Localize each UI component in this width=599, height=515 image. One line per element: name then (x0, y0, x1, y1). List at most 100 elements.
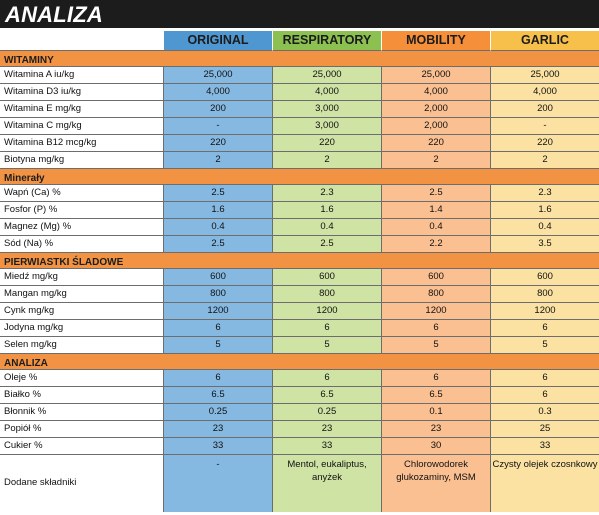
title-bar (0, 0, 599, 28)
table-cell: 800 (164, 286, 273, 303)
table-cell: 800 (273, 286, 382, 303)
table-cell: 600 (273, 269, 382, 286)
table-cell: 2.5 (164, 185, 273, 202)
table-cell: 6.5 (273, 387, 382, 404)
table-cell: 33 (164, 438, 273, 455)
section-header: PIERWIASTKI ŚLADOWE (0, 253, 599, 269)
table-cell: 25 (491, 421, 599, 438)
row-label: Cynk mg/kg (0, 303, 164, 320)
table-cell: 1.6 (491, 202, 599, 219)
row-label: Jodyna mg/kg (0, 320, 164, 337)
table-cell: 5 (273, 337, 382, 354)
table-cell: 2.2 (382, 236, 491, 253)
row-label: Dodane składniki (0, 455, 164, 512)
table-cell: 4,000 (382, 84, 491, 101)
table-cell: 6 (382, 320, 491, 337)
table-cell: 4,000 (491, 84, 599, 101)
row-label: Biotyna mg/kg (0, 152, 164, 169)
table-cell: 25,000 (164, 67, 273, 84)
section-header: ANALIZA (0, 354, 599, 370)
row-label: Błonnik % (0, 404, 164, 421)
table-cell: 3,000 (273, 101, 382, 118)
row-label: Cukier % (0, 438, 164, 455)
table-cell: 33 (273, 438, 382, 455)
table-cell: 0.4 (164, 219, 273, 236)
column-header-garlic: GARLIC (491, 31, 599, 51)
table-cell: 2.3 (491, 185, 599, 202)
row-label: Witamina A iu/kg (0, 67, 164, 84)
table-cell: 2.3 (273, 185, 382, 202)
table-cell: 4,000 (164, 84, 273, 101)
table-cell: Czysty olejek czosnkowy (491, 455, 599, 512)
row-label: Witamina B12 mcg/kg (0, 135, 164, 152)
table-cell: 6.5 (164, 387, 273, 404)
table-cell: 30 (382, 438, 491, 455)
table-cell: 5 (491, 337, 599, 354)
table-cell: 220 (382, 135, 491, 152)
table-cell: 0.4 (382, 219, 491, 236)
table-cell: 3.5 (491, 236, 599, 253)
table-cell: 220 (491, 135, 599, 152)
table-cell: 0.4 (273, 219, 382, 236)
table-cell: 3,000 (273, 118, 382, 135)
page-title: ANALIZA (5, 2, 103, 27)
table-cell: 2 (491, 152, 599, 169)
table-cell: Chlorowodorek glukozaminy, MSM (382, 455, 491, 512)
table-cell: 2,000 (382, 101, 491, 118)
table-cell: 5 (164, 337, 273, 354)
table-cell: 0.3 (491, 404, 599, 421)
column-header-original: ORIGINAL (164, 31, 273, 51)
table-cell: 6 (273, 320, 382, 337)
section-header: WITAMINY (0, 51, 599, 67)
row-label: Sód (Na) % (0, 236, 164, 253)
table-cell: 23 (164, 421, 273, 438)
row-label: Witamina C mg/kg (0, 118, 164, 135)
table-cell: 800 (382, 286, 491, 303)
row-label: Fosfor (P) % (0, 202, 164, 219)
row-label: Popiół % (0, 421, 164, 438)
row-label: Wapń (Ca) % (0, 185, 164, 202)
table-cell: 0.1 (382, 404, 491, 421)
table-cell: 600 (491, 269, 599, 286)
table-cell: 25,000 (491, 67, 599, 84)
row-label: Witamina E mg/kg (0, 101, 164, 118)
table-cell: 1.4 (382, 202, 491, 219)
table-cell: 1200 (164, 303, 273, 320)
table-cell: 33 (491, 438, 599, 455)
table-cell: 25,000 (273, 67, 382, 84)
column-header-mobility: MOBILITY (382, 31, 491, 51)
header-corner (0, 31, 164, 51)
row-label: Białko % (0, 387, 164, 404)
table-cell: 1200 (382, 303, 491, 320)
table-cell: 2.5 (164, 236, 273, 253)
table-cell: 6 (382, 370, 491, 387)
table-cell: 800 (491, 286, 599, 303)
row-label: Witamina D3 iu/kg (0, 84, 164, 101)
table-cell: 1200 (491, 303, 599, 320)
row-label: Miedź mg/kg (0, 269, 164, 286)
table-cell: - (164, 118, 273, 135)
table-cell: 6 (491, 387, 599, 404)
table-cell: 6 (273, 370, 382, 387)
table-cell: 1.6 (273, 202, 382, 219)
table-cell: 220 (273, 135, 382, 152)
table-cell: 5 (382, 337, 491, 354)
table-cell: 220 (164, 135, 273, 152)
table-cell: 600 (382, 269, 491, 286)
table-cell: 200 (491, 101, 599, 118)
table-cell: Mentol, eukaliptus, anyżek (273, 455, 382, 512)
table-cell: 6.5 (382, 387, 491, 404)
table-cell: 4,000 (273, 84, 382, 101)
row-label: Selen mg/kg (0, 337, 164, 354)
table-cell: 23 (382, 421, 491, 438)
table-cell: 0.25 (164, 404, 273, 421)
table-cell: 1.6 (164, 202, 273, 219)
row-label: Magnez (Mg) % (0, 219, 164, 236)
table-cell: 200 (164, 101, 273, 118)
table-cell: 1200 (273, 303, 382, 320)
table-cell: 6 (164, 320, 273, 337)
section-header: Minerały (0, 169, 599, 185)
table-cell: 6 (491, 370, 599, 387)
table-cell: - (491, 118, 599, 135)
table-cell: 2.5 (382, 185, 491, 202)
